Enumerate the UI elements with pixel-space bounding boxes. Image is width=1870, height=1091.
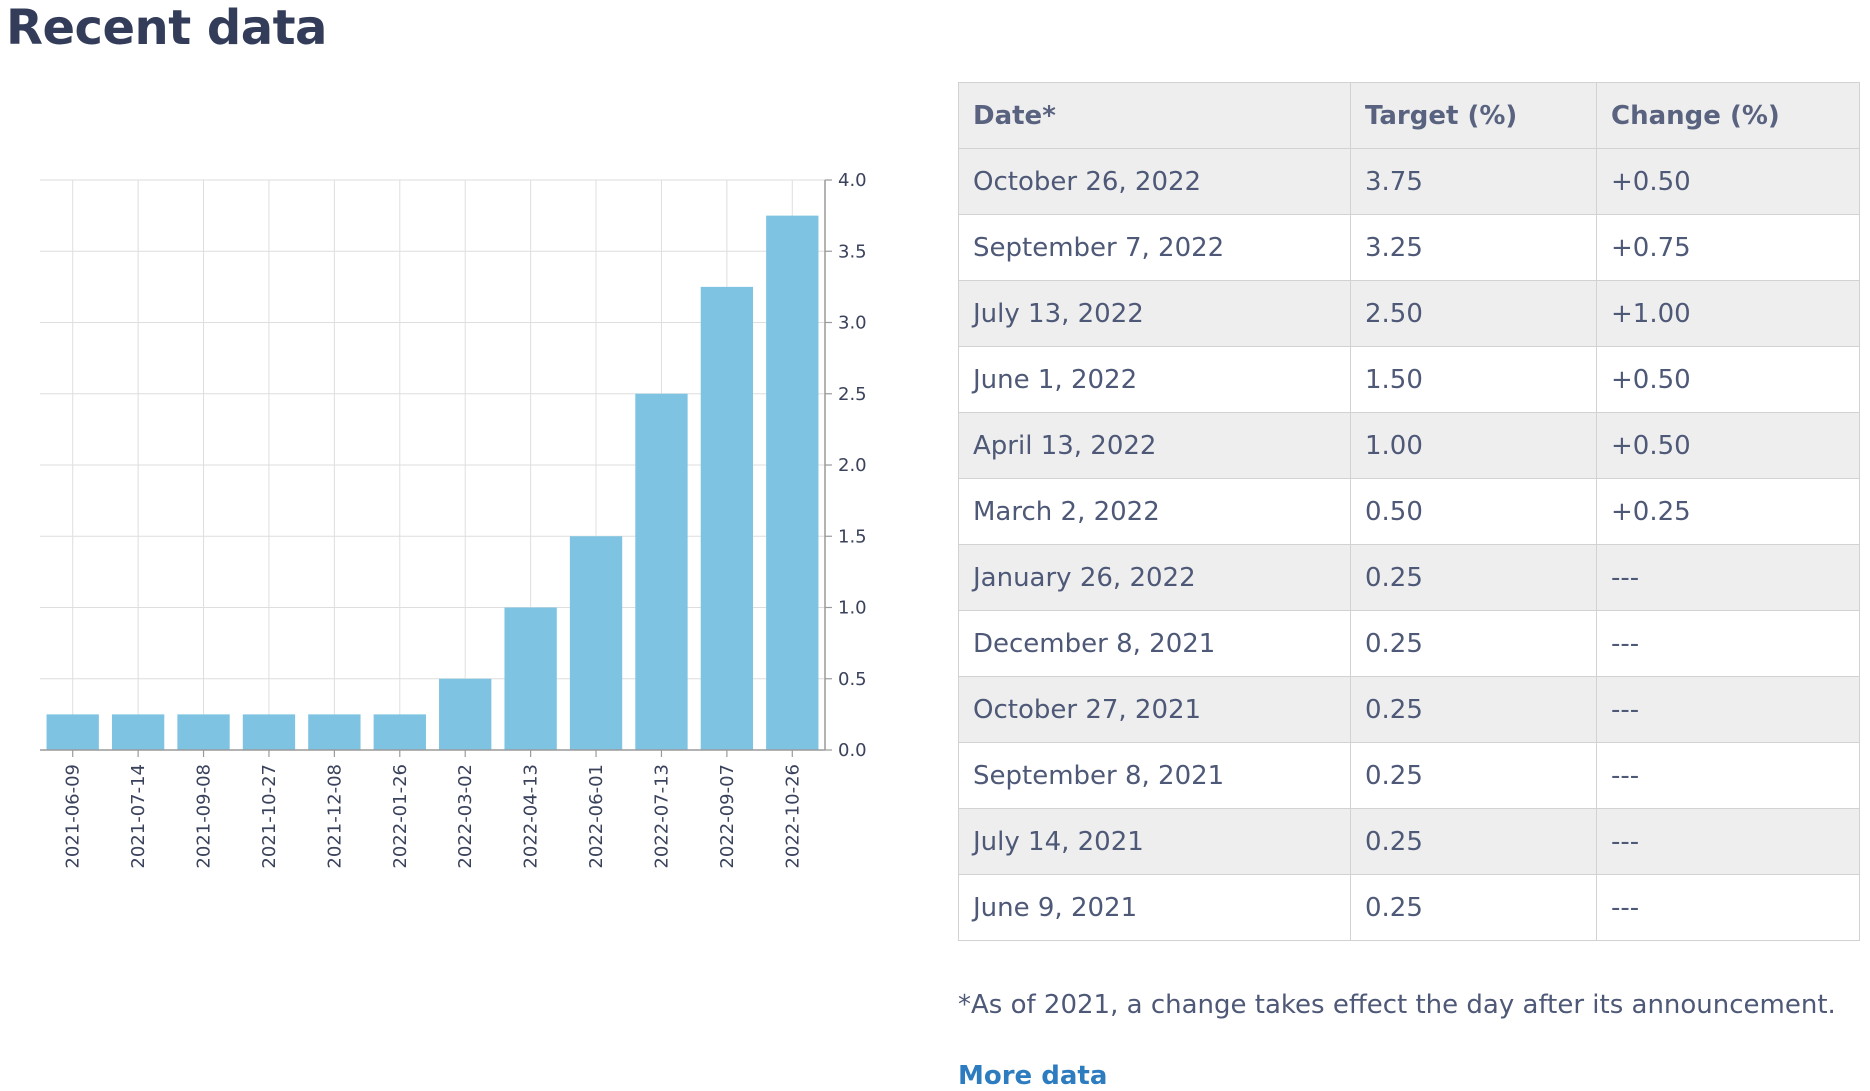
x-tick-label: 2022-03-02 [455, 764, 476, 869]
header-date: Date* [958, 82, 1351, 149]
cell-date: July 13, 2022 [958, 280, 1351, 347]
cell-target: 0.25 [1350, 676, 1597, 743]
y-tick-label: 0.0 [838, 740, 867, 761]
cell-target: 1.00 [1350, 412, 1597, 479]
cell-change: --- [1596, 808, 1860, 875]
table-row: July 13, 2022 2.50 +1.00 [958, 280, 1860, 347]
cell-date: March 2, 2022 [958, 478, 1351, 545]
cell-date: December 8, 2021 [958, 610, 1351, 677]
cell-change: --- [1596, 874, 1860, 941]
cell-change: --- [1596, 610, 1860, 677]
more-data-link[interactable]: More data [958, 1061, 1108, 1091]
cell-change: +1.00 [1596, 280, 1860, 347]
rates-table: Date* Target (%) Change (%) October 26, … [958, 82, 1860, 941]
table-row: June 9, 2021 0.25 --- [958, 874, 1860, 941]
cell-date: January 26, 2022 [958, 544, 1351, 611]
bar-2021-12-08 [308, 714, 361, 750]
cell-change: --- [1596, 742, 1860, 809]
chart-grid [40, 179, 825, 751]
table-header-row: Date* Target (%) Change (%) [958, 82, 1860, 149]
y-tick-label: 0.5 [838, 669, 867, 690]
bar-2022-06-01 [569, 536, 623, 750]
x-tick-label: 2021-12-08 [324, 764, 345, 869]
cell-target: 3.75 [1350, 148, 1597, 215]
header-target: Target (%) [1350, 82, 1597, 149]
bar-2022-03-02 [439, 678, 492, 750]
cell-target: 2.50 [1350, 280, 1597, 347]
footnote: *As of 2021, a change takes effect the d… [958, 990, 1836, 1020]
x-tick-label: 2021-09-08 [194, 764, 215, 869]
x-tick-label: 2021-06-09 [63, 764, 84, 869]
x-tick-label: 2022-06-01 [586, 764, 607, 869]
y-tick-label: 3.0 [838, 313, 867, 334]
header-change: Change (%) [1596, 82, 1860, 149]
cell-target: 3.25 [1350, 214, 1597, 281]
chart-labels: 0.0 0.5 1.0 1.5 2.0 2.5 3.0 3.5 4.0 2021-06-09 202… [63, 170, 867, 869]
cell-date: October 27, 2021 [958, 676, 1351, 743]
page-title: Recent data [6, 0, 327, 56]
cell-target: 0.50 [1350, 478, 1597, 545]
cell-change: --- [1596, 676, 1860, 743]
cell-target: 0.25 [1350, 874, 1597, 941]
bar-2021-06-09 [46, 714, 99, 750]
x-tick-label: 2022-10-26 [782, 764, 803, 869]
bar-2022-07-13 [635, 393, 688, 750]
table-row: January 26, 2022 0.25 --- [958, 544, 1860, 611]
y-tick-label: 3.5 [838, 241, 867, 262]
chart-axes [40, 179, 832, 757]
bar-2022-10-26 [766, 215, 819, 750]
table-row: September 7, 2022 3.25 +0.75 [958, 214, 1860, 281]
bar-2021-09-08 [177, 714, 230, 750]
x-tick-label: 2021-07-14 [128, 764, 149, 869]
x-tick-label: 2022-07-13 [651, 764, 672, 869]
cell-target: 1.50 [1350, 346, 1597, 413]
cell-date: July 14, 2021 [958, 808, 1351, 875]
y-tick-label: 2.5 [838, 384, 867, 405]
table-row: March 2, 2022 0.50 +0.25 [958, 478, 1860, 545]
bar-2021-07-14 [111, 714, 165, 750]
x-tick-label: 2022-09-07 [717, 764, 738, 869]
cell-date: September 7, 2022 [958, 214, 1351, 281]
cell-change: +0.50 [1596, 346, 1860, 413]
cell-change: +0.75 [1596, 214, 1860, 281]
x-tick-label: 2022-04-13 [521, 764, 542, 869]
cell-target: 0.25 [1350, 610, 1597, 677]
cell-change: --- [1596, 544, 1860, 611]
cell-target: 0.25 [1350, 808, 1597, 875]
bar-2022-01-26 [373, 714, 426, 750]
bar-2021-10-27 [242, 714, 296, 750]
table-row: October 27, 2021 0.25 --- [958, 676, 1860, 743]
cell-change: +0.50 [1596, 148, 1860, 215]
cell-date: September 8, 2021 [958, 742, 1351, 809]
cell-target: 0.25 [1350, 742, 1597, 809]
y-tick-label: 1.0 [838, 598, 867, 619]
cell-date: October 26, 2022 [958, 148, 1351, 215]
table-row: December 8, 2021 0.25 --- [958, 610, 1860, 677]
table-row: April 13, 2022 1.00 +0.50 [958, 412, 1860, 479]
bar-2022-09-07 [700, 286, 754, 750]
cell-date: April 13, 2022 [958, 412, 1351, 479]
y-tick-label: 4.0 [838, 170, 867, 191]
chart-svg: 0.0 0.5 1.0 1.5 2.0 2.5 3.0 3.5 4.0 2021-06-09 202… [40, 170, 867, 869]
table-row: October 26, 2022 3.75 +0.50 [958, 148, 1860, 215]
x-tick-label: 2022-01-26 [390, 764, 411, 869]
cell-date: June 1, 2022 [958, 346, 1351, 413]
y-tick-label: 2.0 [838, 455, 867, 476]
y-tick-label: 1.5 [838, 526, 867, 547]
bar-2022-04-13 [504, 607, 557, 750]
x-tick-label: 2021-10-27 [259, 764, 280, 869]
cell-date: June 9, 2021 [958, 874, 1351, 941]
cell-target: 0.25 [1350, 544, 1597, 611]
cell-change: +0.25 [1596, 478, 1860, 545]
table-row: June 1, 2022 1.50 +0.50 [958, 346, 1860, 413]
cell-change: +0.50 [1596, 412, 1860, 479]
chart-bars [46, 215, 819, 750]
rate-bar-chart: 0.0 0.5 1.0 1.5 2.0 2.5 3.0 3.5 4.0 2021-06-09 202… [0, 150, 900, 910]
table-row: July 14, 2021 0.25 --- [958, 808, 1860, 875]
table-row: September 8, 2021 0.25 --- [958, 742, 1860, 809]
